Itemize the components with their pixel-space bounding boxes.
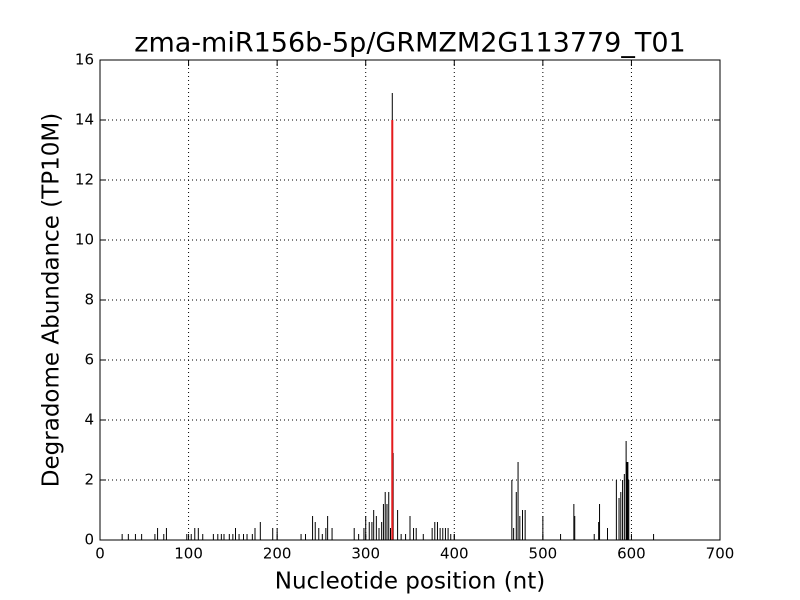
x-tick-label: 400 [440,545,469,563]
x-tick-label: 300 [351,545,380,563]
plot-area: 0 2 4 6 8 10 12 14 16 0 100 200 300 400 500 600 700 [75,51,734,563]
x-tick-label: 100 [174,545,203,563]
x-axis-label: Nucleotide position (nt) [275,569,545,595]
x-tick-label: 0 [95,545,105,563]
y-tick-label: 16 [75,51,94,69]
x-tick-label: 200 [263,545,292,563]
y-tick-label: 12 [75,171,94,189]
y-tick-label: 0 [84,531,94,549]
y-tick-label: 4 [84,411,94,429]
y-tick-label: 6 [84,351,94,369]
x-tick-label: 500 [529,545,558,563]
y-tick-label: 14 [75,111,94,129]
y-tick-label: 2 [84,471,94,489]
y-tick-label: 8 [84,291,94,309]
x-tick-label: 700 [706,545,735,563]
y-tick-label: 10 [75,231,94,249]
chart-title: zma-miR156b-5p/GRMZM2G113779_T01 [134,28,685,59]
plot-frame [99,59,721,541]
y-axis-label: Degradome Abundance (TP10M) [39,113,65,487]
x-tick-label: 600 [617,545,646,563]
